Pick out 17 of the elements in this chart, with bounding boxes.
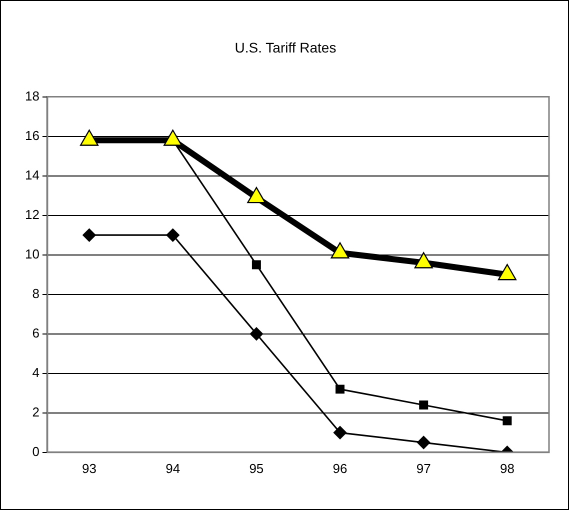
y-tick-label: 6 [32, 325, 40, 340]
y-tick-label: 16 [24, 128, 40, 143]
y-tick-label: 0 [32, 444, 40, 459]
y-tick-label: 10 [24, 246, 40, 262]
y-tick-label: 2 [32, 404, 40, 420]
x-tick-label: 94 [166, 460, 180, 476]
y-tick-label: 14 [24, 167, 40, 182]
chart-title: U.S. Tariff Rates [234, 39, 336, 56]
x-tick-label: 95 [249, 460, 264, 476]
y-tick-label: 18 [24, 88, 40, 104]
y-tick-label: 8 [32, 286, 40, 301]
y-tick-label: 12 [24, 206, 40, 222]
x-tick-label: 97 [416, 460, 431, 476]
x-tick-label: 93 [82, 460, 96, 476]
y-tick-label: 4 [32, 364, 40, 380]
x-tick-label: 98 [500, 460, 514, 476]
x-tick-label: 96 [332, 460, 348, 476]
